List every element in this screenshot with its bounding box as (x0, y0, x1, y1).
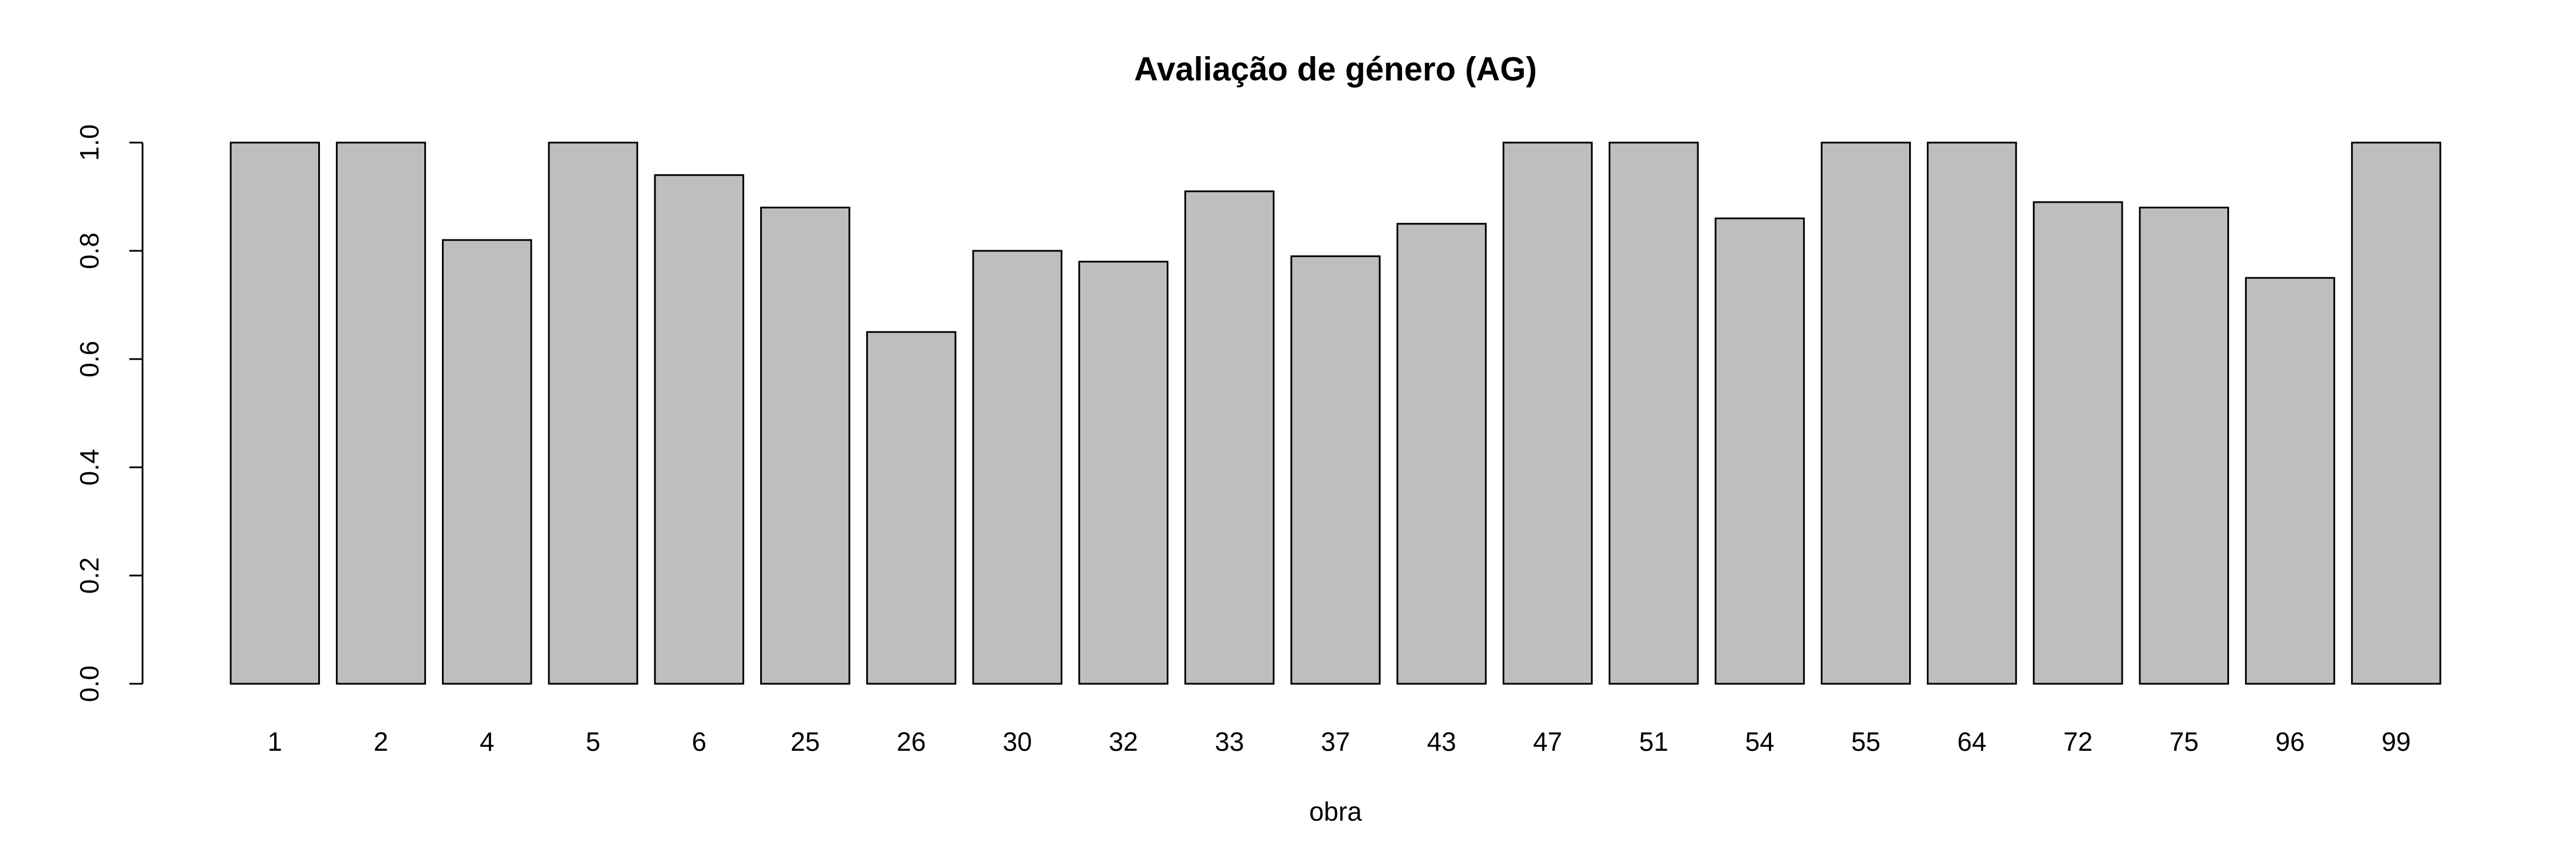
x-tick-label: 5 (586, 727, 600, 756)
bar (230, 141, 320, 685)
x-tick-label: 1 (267, 727, 282, 756)
y-tick-label: 0.8 (74, 233, 104, 269)
bar (1714, 217, 1805, 685)
bar (1609, 141, 1699, 685)
x-tick-label: 37 (1321, 727, 1350, 756)
bar (2351, 141, 2441, 685)
y-tick-label: 1.0 (74, 124, 104, 161)
bar (1396, 223, 1487, 685)
bar (1926, 141, 2017, 685)
x-tick-label: 99 (2381, 727, 2411, 756)
x-tick-label: 43 (1427, 727, 1456, 756)
x-tick-label: 25 (791, 727, 820, 756)
x-tick-label: 30 (1003, 727, 1032, 756)
x-tick-label: 64 (1957, 727, 1986, 756)
chart-title: Avaliação de género (AG) (1134, 50, 1537, 88)
bar (1078, 261, 1169, 685)
bar (548, 141, 638, 685)
x-tick-label: 96 (2275, 727, 2305, 756)
x-tick-label: 51 (1639, 727, 1668, 756)
bar (2033, 201, 2123, 685)
x-tick-label: 54 (1745, 727, 1775, 756)
x-tick-label: 55 (1851, 727, 1880, 756)
y-tick-label: 0.4 (74, 449, 104, 486)
x-tick-label: 2 (374, 727, 389, 756)
bar (654, 174, 745, 685)
bar (760, 206, 851, 685)
x-tick-label: 47 (1533, 727, 1562, 756)
x-tick-label: 6 (692, 727, 707, 756)
bar (866, 331, 957, 685)
bar (2139, 206, 2229, 685)
x-tick-label: 33 (1215, 727, 1244, 756)
bar (972, 250, 1062, 685)
bar (335, 141, 426, 685)
x-tick-label: 32 (1109, 727, 1138, 756)
x-axis-label: obra (1309, 797, 1362, 826)
bar (442, 239, 532, 685)
x-tick-label: 72 (2063, 727, 2092, 756)
x-tick-label: 4 (480, 727, 495, 756)
x-tick-label: 26 (896, 727, 926, 756)
bar (1502, 141, 1593, 685)
bar (1820, 141, 1911, 685)
y-tick-label: 0.2 (74, 557, 104, 594)
bar (2245, 277, 2336, 685)
y-tick-label: 0.6 (74, 341, 104, 377)
bar (1290, 255, 1381, 685)
bar (1184, 190, 1275, 685)
y-tick-label: 0.0 (74, 665, 104, 702)
x-tick-label: 75 (2170, 727, 2199, 756)
